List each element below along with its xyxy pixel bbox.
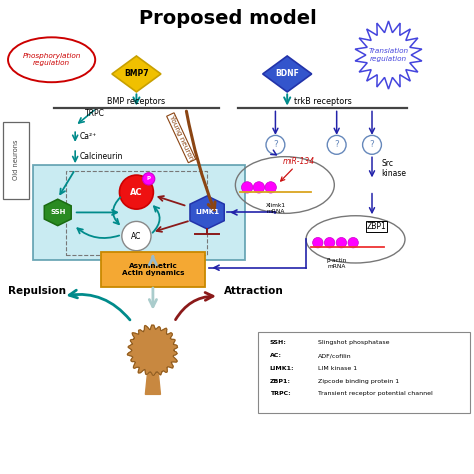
- Text: trkB receptors: trkB receptors: [294, 97, 351, 106]
- Text: Calcineurin: Calcineurin: [80, 152, 123, 161]
- Circle shape: [324, 237, 335, 248]
- Text: Transient receptor potential channel: Transient receptor potential channel: [318, 392, 433, 396]
- Text: β-actin
mRNA: β-actin mRNA: [327, 258, 347, 269]
- Circle shape: [253, 182, 264, 193]
- Circle shape: [266, 136, 285, 155]
- Text: BDNF: BDNF: [275, 70, 299, 79]
- Text: LIMK1:: LIMK1:: [270, 366, 294, 371]
- Text: TRPC:: TRPC:: [270, 392, 291, 396]
- FancyBboxPatch shape: [3, 122, 29, 199]
- Polygon shape: [128, 325, 177, 375]
- Text: ZBP1:: ZBP1:: [270, 379, 291, 383]
- Text: Asymmetric
Actin dynamics: Asymmetric Actin dynamics: [122, 263, 184, 276]
- Circle shape: [241, 182, 253, 193]
- Polygon shape: [263, 56, 312, 92]
- Text: LIM kinase 1: LIM kinase 1: [318, 366, 357, 371]
- Text: Src
kinase: Src kinase: [382, 159, 406, 178]
- Text: BMP receptors: BMP receptors: [108, 97, 165, 106]
- Circle shape: [348, 237, 358, 248]
- Text: Repulsion: Repulsion: [9, 286, 66, 296]
- FancyBboxPatch shape: [257, 332, 470, 413]
- Circle shape: [327, 136, 346, 155]
- Text: Xlimk1
mRNA: Xlimk1 mRNA: [265, 203, 285, 214]
- Polygon shape: [190, 196, 224, 229]
- Circle shape: [143, 173, 155, 185]
- Text: ?: ?: [273, 140, 278, 149]
- Text: Attraction: Attraction: [224, 286, 284, 296]
- Circle shape: [122, 221, 151, 251]
- Polygon shape: [112, 56, 161, 92]
- Text: miR-134: miR-134: [283, 157, 315, 166]
- Circle shape: [336, 237, 346, 248]
- Text: AC: AC: [131, 232, 142, 240]
- Text: Ca²⁺: Ca²⁺: [80, 132, 97, 141]
- Text: BMP7: BMP7: [124, 70, 149, 79]
- Text: ?: ?: [334, 140, 339, 149]
- Text: LIMK1: LIMK1: [195, 210, 219, 215]
- Text: ?: ?: [370, 140, 374, 149]
- Text: SSH:: SSH:: [270, 340, 287, 346]
- Text: TRPC: TRPC: [84, 109, 104, 118]
- FancyBboxPatch shape: [100, 252, 205, 287]
- Polygon shape: [146, 371, 161, 394]
- Text: ADF/cofilin: ADF/cofilin: [318, 353, 351, 358]
- Text: AC: AC: [130, 188, 143, 197]
- Polygon shape: [44, 199, 71, 226]
- Circle shape: [313, 237, 323, 248]
- Text: AC:: AC:: [270, 353, 282, 358]
- Text: P: P: [146, 176, 151, 182]
- Text: ZBP1: ZBP1: [367, 222, 387, 231]
- Text: Proposed model: Proposed model: [139, 9, 317, 28]
- Text: Phosphorylation
regulation: Phosphorylation regulation: [22, 53, 81, 66]
- Text: Translation
regulation: Translation regulation: [368, 48, 409, 62]
- Circle shape: [363, 136, 382, 155]
- Text: SSH: SSH: [50, 210, 65, 215]
- FancyBboxPatch shape: [33, 165, 245, 260]
- Circle shape: [119, 175, 154, 209]
- Text: Old neurons: Old neurons: [13, 140, 19, 181]
- Text: Slingshot phosphatase: Slingshot phosphatase: [318, 340, 389, 346]
- Text: Zipcode binding protein 1: Zipcode binding protein 1: [318, 379, 399, 383]
- Circle shape: [265, 182, 276, 193]
- Text: Young neuron: Young neuron: [168, 114, 194, 161]
